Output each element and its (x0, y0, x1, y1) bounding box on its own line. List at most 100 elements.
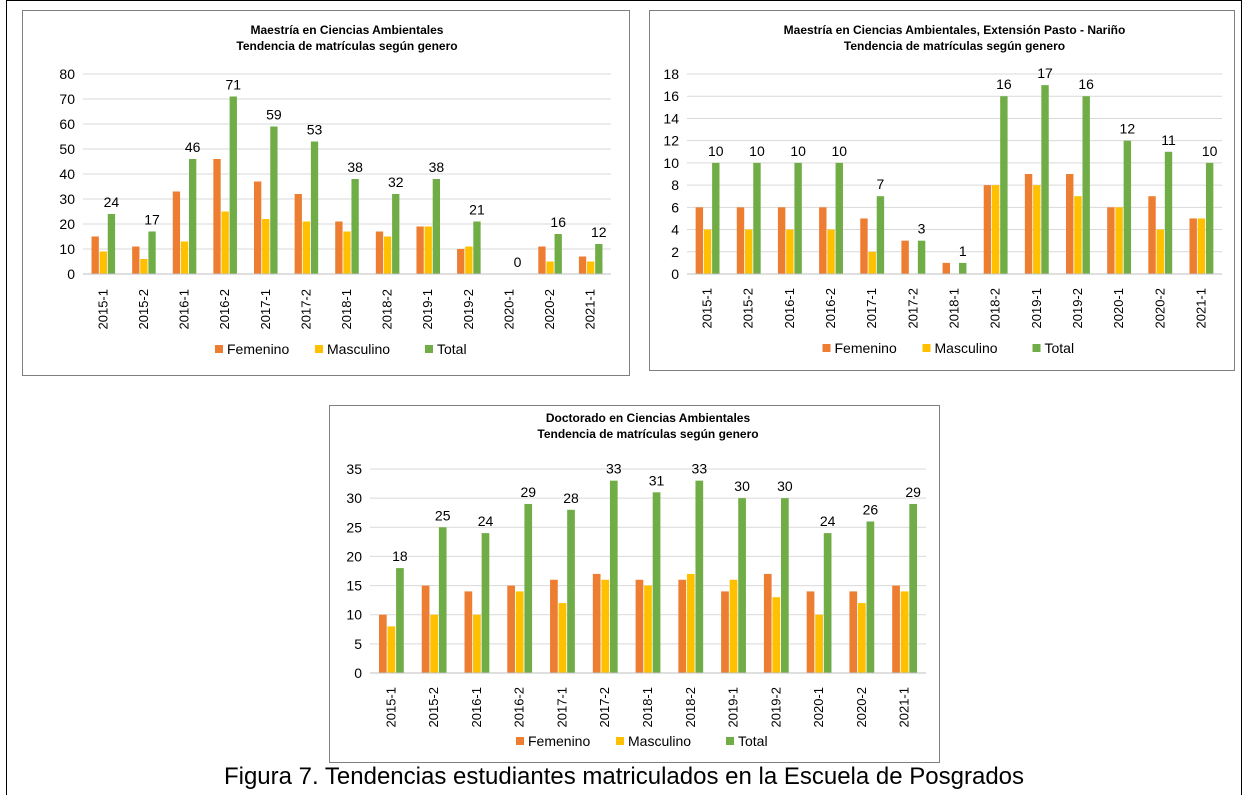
figure-caption: Figura 7. Tendencias estudiantes matricu… (223, 763, 1025, 790)
bar-femenino (901, 240, 909, 274)
bar-femenino (678, 579, 687, 673)
bar-masculino (465, 246, 473, 274)
chart-doctorado-svg: Doctorado en Ciencias Ambientales Tendenc… (346, 411, 926, 749)
legend-swatch-total (726, 737, 734, 745)
x-category-label: 2015-2 (136, 289, 151, 329)
y-tick-label: 30 (59, 191, 75, 207)
legend-label: Masculino (628, 733, 691, 749)
x-category-label: 2019-2 (461, 289, 476, 329)
bar-masculino (1197, 218, 1206, 274)
data-label: 28 (563, 490, 579, 506)
data-label: 10 (749, 143, 765, 159)
bar-total (695, 480, 704, 673)
x-category-label: 2015-1 (383, 687, 398, 727)
data-label: 16 (1078, 76, 1094, 92)
y-tick-label: 5 (354, 636, 362, 652)
bar-femenino (378, 614, 387, 673)
y-tick-label: 8 (671, 177, 679, 193)
legend-label: Total (1045, 340, 1075, 356)
x-category-label: 2019-1 (1029, 288, 1044, 328)
x-category-label: 2020-1 (1111, 288, 1126, 328)
data-label: 12 (1120, 121, 1136, 137)
bar-masculino (140, 259, 148, 274)
bar-total (738, 498, 746, 673)
bar-femenino (942, 262, 950, 274)
bar-masculino (857, 603, 866, 673)
bar-femenino (892, 585, 900, 673)
bar-femenino (91, 236, 99, 274)
bar-total (438, 527, 447, 673)
bar-masculino (546, 261, 554, 274)
bar-total (432, 179, 441, 274)
bar-femenino (592, 573, 601, 673)
data-label: 32 (388, 174, 404, 190)
data-label: 38 (347, 159, 363, 175)
y-tick-label: 12 (663, 133, 679, 149)
legend-label: Masculino (935, 340, 998, 356)
y-tick-label: 6 (671, 199, 679, 215)
y-tick-label: 15 (346, 578, 362, 594)
data-label: 59 (266, 107, 282, 123)
data-label: 33 (606, 461, 622, 477)
bar-total (794, 162, 802, 274)
bar-total (712, 162, 720, 274)
bar-masculino (686, 573, 695, 673)
bar-masculino (900, 591, 909, 673)
chart-subtitle: Tendencia de matrículas según genero (236, 39, 457, 53)
bar-total (1041, 85, 1049, 274)
bar-masculino (515, 591, 524, 673)
y-tick-label: 20 (346, 548, 362, 564)
x-category-label: 2016-1 (177, 289, 192, 329)
x-category-label: 2017-2 (905, 288, 920, 328)
data-label: 12 (591, 224, 607, 240)
bar-total (473, 221, 481, 274)
data-label: 11 (1161, 132, 1176, 148)
bar-femenino (635, 579, 644, 673)
data-label: 29 (905, 484, 921, 500)
x-category-label: 2016-2 (823, 288, 838, 328)
bar-masculino (1156, 229, 1164, 274)
legend-label: Femenino (835, 340, 897, 356)
bar-femenino (421, 585, 430, 673)
y-tick-label: 10 (59, 241, 75, 257)
bar-masculino (868, 251, 876, 274)
bar-femenino (213, 159, 221, 274)
data-label: 1 (959, 243, 967, 259)
legend-label: Masculino (327, 341, 390, 357)
y-tick-label: 50 (59, 141, 75, 157)
bar-femenino (538, 246, 546, 274)
bar-femenino (578, 256, 587, 274)
bar-total (351, 179, 359, 274)
bar-total (481, 533, 490, 673)
legend-swatch-masculino (616, 737, 624, 745)
bar-total (917, 240, 926, 274)
bar-masculino (1074, 196, 1082, 274)
bar-femenino (736, 207, 745, 274)
bar-total (1205, 162, 1214, 274)
chart-subtitle: Tendencia de matrículas según genero (537, 427, 758, 441)
y-tick-label: 80 (59, 66, 75, 82)
bar-total (835, 162, 843, 274)
x-category-label: 2015-2 (426, 687, 441, 727)
data-label: 0 (514, 254, 522, 270)
legend-label: Total (738, 733, 768, 749)
bar-femenino (849, 591, 858, 673)
chart-maestria-pasto-svg: Maestría en Ciencias Ambientales, Extens… (663, 23, 1222, 356)
chart-title: Doctorado en Ciencias Ambientales (546, 411, 751, 425)
chart-title: Maestría en Ciencias Ambientales (251, 23, 444, 37)
bar-total (310, 141, 319, 274)
bar-total (753, 162, 761, 274)
bar-femenino (1024, 174, 1033, 274)
bar-masculino (383, 236, 392, 274)
y-tick-label: 10 (663, 155, 679, 171)
x-category-label: 2020-2 (854, 687, 869, 727)
data-label: 24 (104, 194, 120, 210)
bar-femenino (294, 194, 302, 274)
bar-masculino (786, 229, 794, 274)
bar-femenino (721, 591, 729, 673)
bar-masculino (424, 226, 432, 274)
data-label: 33 (692, 461, 708, 477)
x-category-label: 2021-1 (897, 687, 912, 727)
data-label: 16 (550, 214, 566, 230)
bar-femenino (777, 207, 786, 274)
